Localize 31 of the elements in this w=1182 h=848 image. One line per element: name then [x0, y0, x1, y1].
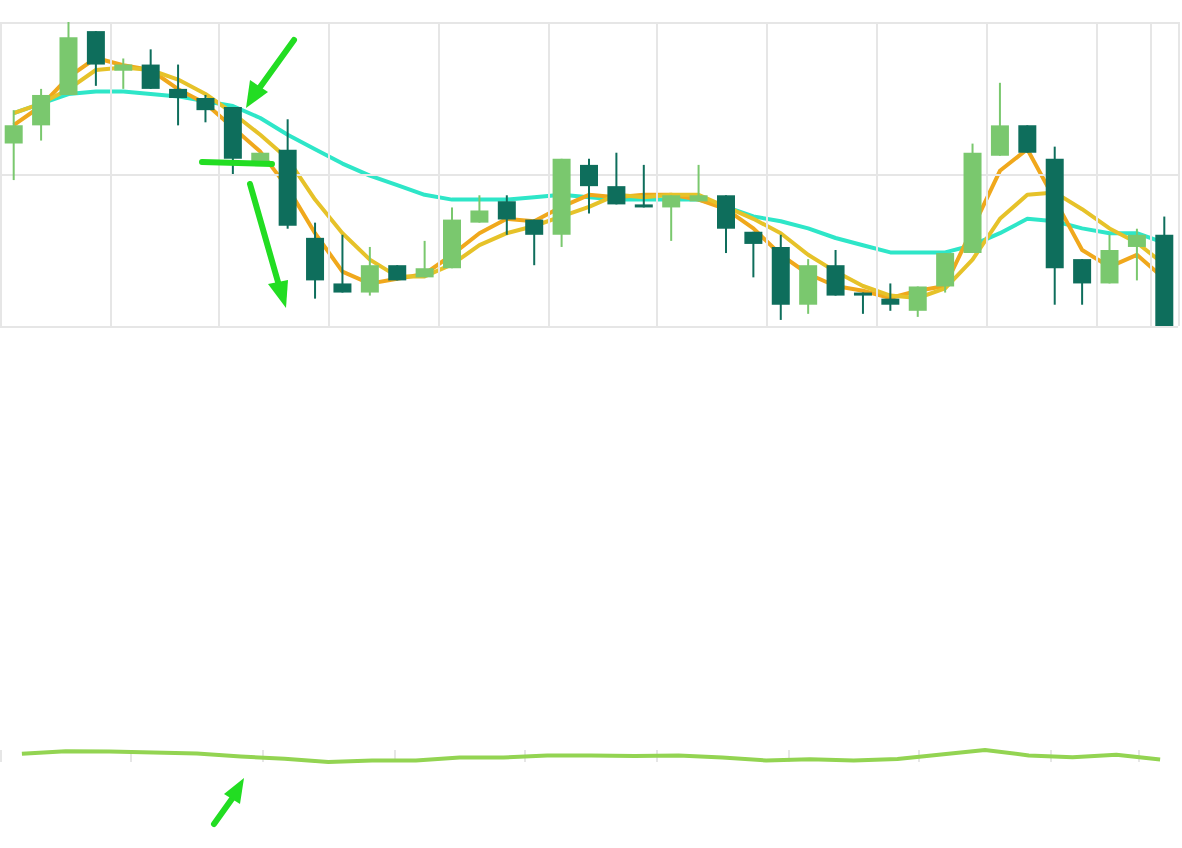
candlestick: [799, 258, 818, 315]
candlestick: [716, 194, 735, 255]
candlestick: [689, 163, 708, 203]
candlestick: [32, 87, 51, 142]
candlestick: [580, 157, 598, 215]
candlestick: [662, 194, 681, 242]
candlestick: [826, 249, 845, 297]
candlestick: [470, 194, 489, 224]
candlestick: [744, 230, 763, 279]
candlestick: [360, 245, 379, 297]
candlestick: [1100, 233, 1119, 285]
candlestick: [114, 57, 133, 90]
candlestick: [936, 252, 955, 294]
candlestick: [333, 233, 352, 294]
candlestick: [607, 151, 626, 206]
candlestick: [1073, 258, 1092, 306]
candlestick: [525, 218, 544, 267]
candlestick: [1018, 124, 1037, 154]
candlestick: [908, 285, 927, 318]
candlestick: [990, 81, 1009, 157]
candlestick: [1127, 227, 1146, 282]
candlestick: [415, 239, 434, 279]
candlestick: [86, 30, 105, 87]
candlestick: [169, 63, 188, 127]
candlestick: [4, 109, 23, 182]
candlestick: [497, 194, 516, 236]
candlestick: [306, 221, 325, 300]
candlestick: [141, 48, 160, 90]
candlestick: [634, 163, 653, 209]
candlestick: [881, 282, 900, 312]
candlestick: [196, 93, 215, 124]
